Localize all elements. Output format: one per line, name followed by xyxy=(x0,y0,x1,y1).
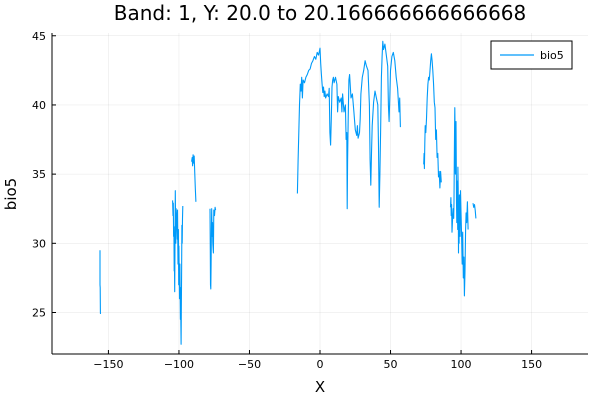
series-line-bio5 xyxy=(472,203,477,219)
x-tick-label: −150 xyxy=(93,358,123,371)
legend: bio5 xyxy=(490,40,573,70)
tick-labels: −150 −100 −50 0 50 100 150 25 30 35 40 45 xyxy=(32,30,542,371)
chart-title: Band: 1, Y: 20.0 to 20.166666666666668 xyxy=(114,1,527,25)
x-tick-label: 0 xyxy=(317,358,324,371)
series-line-bio5 xyxy=(99,250,102,314)
x-tick-label: −50 xyxy=(238,358,261,371)
series-layer xyxy=(99,40,477,345)
x-tick-label: 50 xyxy=(384,358,398,371)
y-tick-label: 30 xyxy=(32,237,46,250)
x-tick-label: 100 xyxy=(451,358,472,371)
legend-label-bio5: bio5 xyxy=(540,49,564,62)
series-line-bio5 xyxy=(191,154,197,202)
series-line-bio5 xyxy=(423,53,442,189)
x-tick-label: 150 xyxy=(521,358,542,371)
y-axis-title: bio5 xyxy=(2,178,20,210)
y-tick-label: 45 xyxy=(32,30,46,43)
series-line-bio5 xyxy=(209,206,217,290)
series-line-bio5 xyxy=(172,190,184,345)
axes xyxy=(51,33,588,355)
x-tick-label: −100 xyxy=(164,358,194,371)
grid xyxy=(52,33,588,354)
series-line-bio5 xyxy=(296,40,401,210)
y-tick-label: 25 xyxy=(32,306,46,319)
y-tick-label: 40 xyxy=(32,99,46,112)
y-tick-label: 35 xyxy=(32,168,46,181)
series-line-bio5 xyxy=(449,107,469,297)
x-axis-title: X xyxy=(315,378,325,396)
